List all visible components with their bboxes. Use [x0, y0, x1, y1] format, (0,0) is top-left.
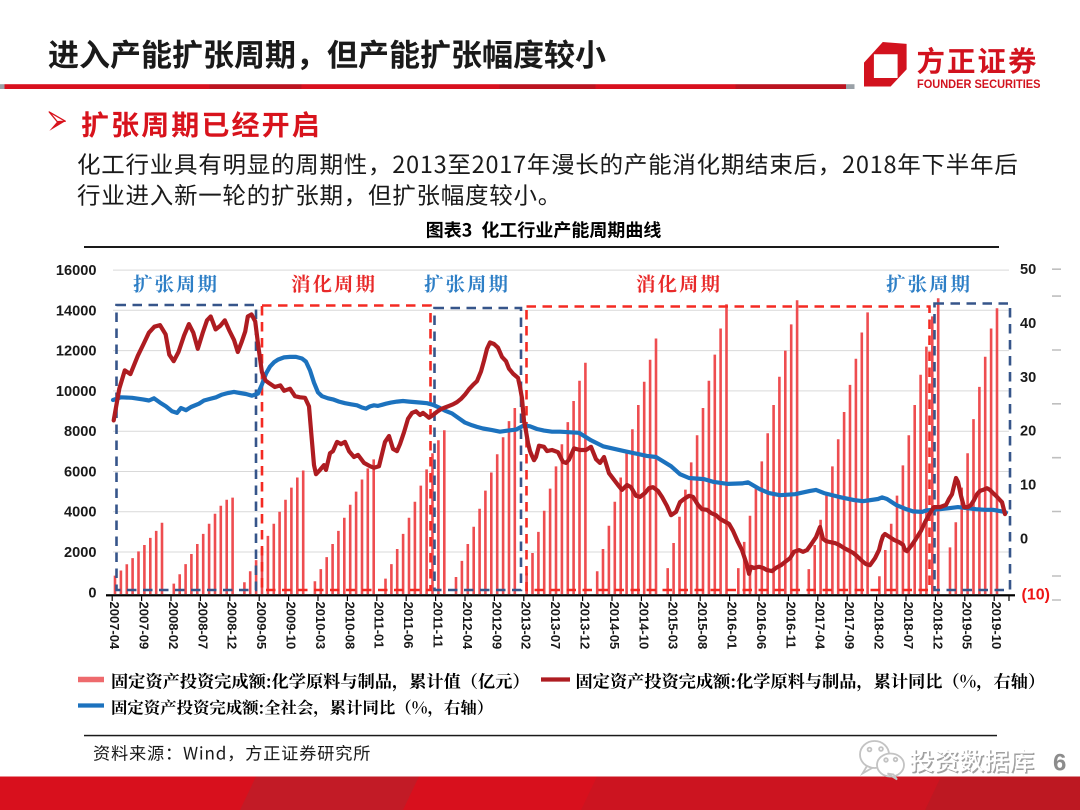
svg-text:2007-09: 2007-09 [137, 602, 152, 650]
svg-text:2008-12: 2008-12 [225, 602, 240, 650]
svg-text:20: 20 [1020, 424, 1036, 440]
svg-text:0: 0 [1020, 531, 1028, 547]
svg-text:2008-07: 2008-07 [195, 602, 210, 650]
svg-text:(10): (10) [1022, 587, 1050, 604]
svg-text:2000: 2000 [64, 545, 96, 561]
svg-text:2011-11: 2011-11 [431, 602, 446, 648]
svg-text:2017-09: 2017-09 [842, 602, 857, 650]
svg-text:8000: 8000 [64, 424, 96, 440]
svg-text:6: 6 [1053, 750, 1066, 777]
svg-text:2018-07: 2018-07 [901, 602, 916, 650]
svg-text:2019-10: 2019-10 [989, 602, 1004, 650]
svg-text:10: 10 [1020, 478, 1036, 494]
svg-text:2013-07: 2013-07 [548, 602, 563, 650]
svg-text:2009-05: 2009-05 [254, 602, 269, 650]
svg-text:50: 50 [1020, 262, 1036, 278]
svg-text:40: 40 [1020, 316, 1036, 332]
svg-text:2011-06: 2011-06 [401, 602, 416, 649]
svg-text:2011-01: 2011-01 [372, 602, 387, 649]
svg-text:2012-09: 2012-09 [489, 602, 504, 650]
svg-text:12000: 12000 [56, 344, 97, 360]
svg-text:4000: 4000 [64, 505, 96, 521]
svg-text:16000: 16000 [56, 263, 97, 279]
svg-text:2017-04: 2017-04 [813, 602, 828, 650]
svg-text:2013-12: 2013-12 [578, 602, 593, 650]
svg-text:2014-10: 2014-10 [636, 602, 651, 650]
svg-text:14000: 14000 [56, 303, 97, 319]
svg-text:2016-01: 2016-01 [725, 602, 740, 650]
svg-text:2019-05: 2019-05 [960, 602, 975, 650]
svg-text:2016-06: 2016-06 [754, 602, 769, 650]
svg-text:2010-03: 2010-03 [313, 602, 328, 650]
svg-text:2015-03: 2015-03 [666, 602, 681, 650]
svg-text:2010-08: 2010-08 [342, 602, 357, 650]
svg-text:10000: 10000 [56, 384, 97, 400]
svg-text:2008-02: 2008-02 [166, 602, 181, 650]
svg-text:2016-11: 2016-11 [783, 602, 798, 649]
svg-text:2013-02: 2013-02 [519, 602, 534, 650]
svg-text:6000: 6000 [64, 465, 96, 481]
svg-text:2009-10: 2009-10 [284, 602, 299, 650]
svg-text:2015-08: 2015-08 [695, 602, 710, 650]
svg-text:0: 0 [88, 585, 96, 601]
svg-text:FOUNDER SECURITIES: FOUNDER SECURITIES [917, 77, 1041, 91]
svg-text:2012-04: 2012-04 [460, 602, 475, 650]
svg-text:2018-12: 2018-12 [930, 602, 945, 650]
svg-text:2007-04: 2007-04 [107, 602, 122, 650]
svg-text:30: 30 [1020, 370, 1036, 386]
svg-text:2018-02: 2018-02 [872, 602, 887, 650]
svg-text:2014-05: 2014-05 [607, 602, 622, 650]
